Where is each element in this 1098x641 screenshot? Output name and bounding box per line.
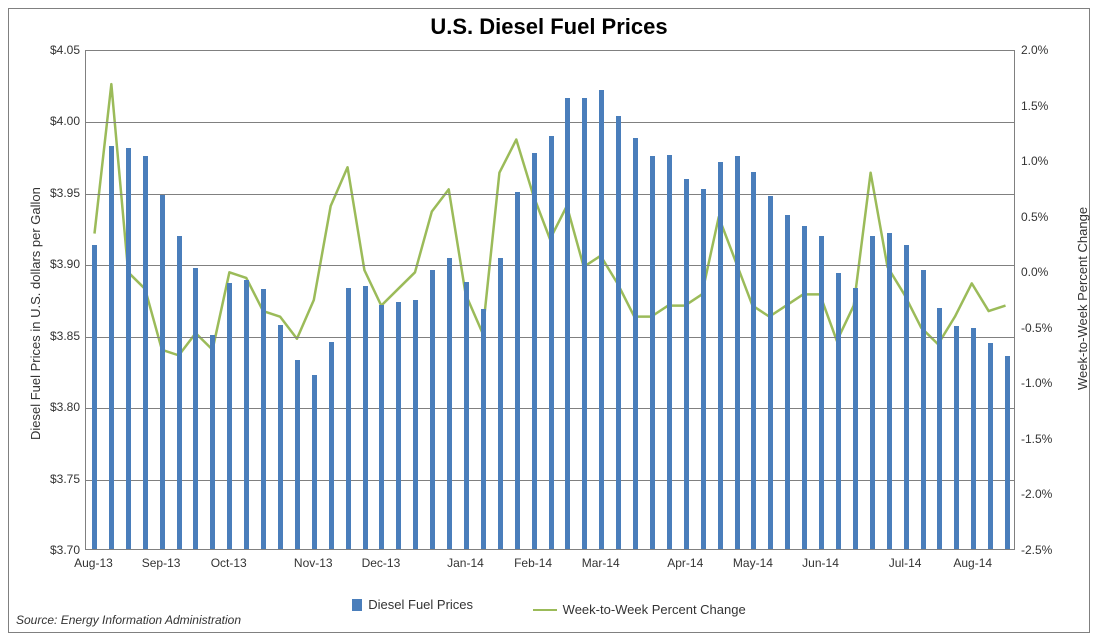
price-bar <box>650 156 655 549</box>
price-bar <box>413 300 418 549</box>
price-bar <box>684 179 689 549</box>
chart-title: U.S. Diesel Fuel Prices <box>0 14 1098 40</box>
y1-tick-label: $3.95 <box>30 186 80 200</box>
x-tick-label: Aug-14 <box>953 556 992 570</box>
x-tick-label: Aug-13 <box>74 556 113 570</box>
price-bar <box>346 288 351 549</box>
price-bar <box>785 215 790 549</box>
price-bar <box>193 268 198 549</box>
price-bar <box>768 196 773 549</box>
x-tick-label: Jan-14 <box>447 556 484 570</box>
price-bar <box>937 308 942 549</box>
x-tick-label: Jun-14 <box>802 556 839 570</box>
price-bar <box>735 156 740 549</box>
price-bar <box>921 270 926 549</box>
y2-tick-label: 0.5% <box>1021 210 1071 224</box>
price-bar <box>870 236 875 549</box>
source-attribution: Source: Energy Information Administratio… <box>16 613 241 627</box>
x-tick-label: May-14 <box>733 556 773 570</box>
price-bar <box>1005 356 1010 549</box>
bar-swatch-icon <box>352 599 362 611</box>
y1-tick-label: $3.70 <box>30 543 80 557</box>
price-bar <box>667 155 672 549</box>
price-bar <box>954 326 959 549</box>
y2-tick-label: 0.0% <box>1021 265 1071 279</box>
price-bar <box>244 280 249 549</box>
price-bar <box>261 289 266 549</box>
legend-item-line: Week-to-Week Percent Change <box>533 602 746 617</box>
y2-tick-label: -2.0% <box>1021 487 1071 501</box>
y2-tick-label: 1.5% <box>1021 99 1071 113</box>
legend-label-bars: Diesel Fuel Prices <box>368 597 473 612</box>
price-bar <box>701 189 706 549</box>
legend-label-line: Week-to-Week Percent Change <box>563 602 746 617</box>
price-bar <box>599 90 604 549</box>
price-bar <box>177 236 182 549</box>
chart-container: U.S. Diesel Fuel Prices Diesel Fuel Pric… <box>0 0 1098 641</box>
x-tick-label: Oct-13 <box>211 556 247 570</box>
price-bar <box>92 245 97 549</box>
price-bar <box>565 98 570 549</box>
y2-tick-label: -1.5% <box>1021 432 1071 446</box>
price-bar <box>109 146 114 549</box>
price-bar <box>295 360 300 549</box>
legend-item-bars: Diesel Fuel Prices <box>352 597 473 612</box>
y2-tick-label: -2.5% <box>1021 543 1071 557</box>
price-bar <box>430 270 435 549</box>
price-bar <box>143 156 148 549</box>
y1-tick-label: $3.85 <box>30 329 80 343</box>
price-bar <box>227 283 232 549</box>
price-bar <box>988 343 993 549</box>
y1-tick-label: $3.75 <box>30 472 80 486</box>
price-bar <box>887 233 892 549</box>
price-bar <box>549 136 554 549</box>
x-tick-label: Dec-13 <box>362 556 401 570</box>
price-bar <box>582 98 587 549</box>
price-bar <box>904 245 909 549</box>
price-bar <box>160 195 165 549</box>
price-bar <box>379 305 384 549</box>
y2-tick-label: -0.5% <box>1021 321 1071 335</box>
y1-tick-label: $4.05 <box>30 43 80 57</box>
price-bar <box>447 258 452 549</box>
y1-tick-label: $3.90 <box>30 257 80 271</box>
price-bar <box>312 375 317 549</box>
x-tick-label: Sep-13 <box>142 556 181 570</box>
y2-tick-label: 2.0% <box>1021 43 1071 57</box>
price-bar <box>532 153 537 549</box>
x-tick-label: Jul-14 <box>889 556 922 570</box>
y1-tick-label: $4.00 <box>30 114 80 128</box>
price-bar <box>819 236 824 549</box>
price-bar <box>836 273 841 549</box>
y1-tick-label: $3.80 <box>30 400 80 414</box>
price-bar <box>971 328 976 549</box>
price-bar <box>515 192 520 549</box>
x-tick-label: Apr-14 <box>667 556 703 570</box>
plot-area <box>85 50 1015 550</box>
price-bar <box>396 302 401 549</box>
price-bar <box>210 335 215 549</box>
price-bar <box>616 116 621 549</box>
y2-tick-label: -1.0% <box>1021 376 1071 390</box>
price-bar <box>802 226 807 549</box>
x-tick-label: Nov-13 <box>294 556 333 570</box>
y2-axis-title: Week-to-Week Percent Change <box>1075 207 1090 390</box>
price-bar <box>718 162 723 549</box>
x-tick-label: Mar-14 <box>582 556 620 570</box>
price-bar <box>853 288 858 549</box>
price-bar <box>751 172 756 549</box>
price-bar <box>498 258 503 549</box>
price-bar <box>278 325 283 549</box>
line-swatch-icon <box>533 609 557 611</box>
price-bar <box>633 138 638 549</box>
price-bar <box>126 148 131 549</box>
price-bar <box>329 342 334 549</box>
price-bar <box>481 309 486 549</box>
gridline <box>86 122 1014 123</box>
price-bar <box>464 282 469 549</box>
x-tick-label: Feb-14 <box>514 556 552 570</box>
price-bar <box>363 286 368 549</box>
y2-tick-label: 1.0% <box>1021 154 1071 168</box>
